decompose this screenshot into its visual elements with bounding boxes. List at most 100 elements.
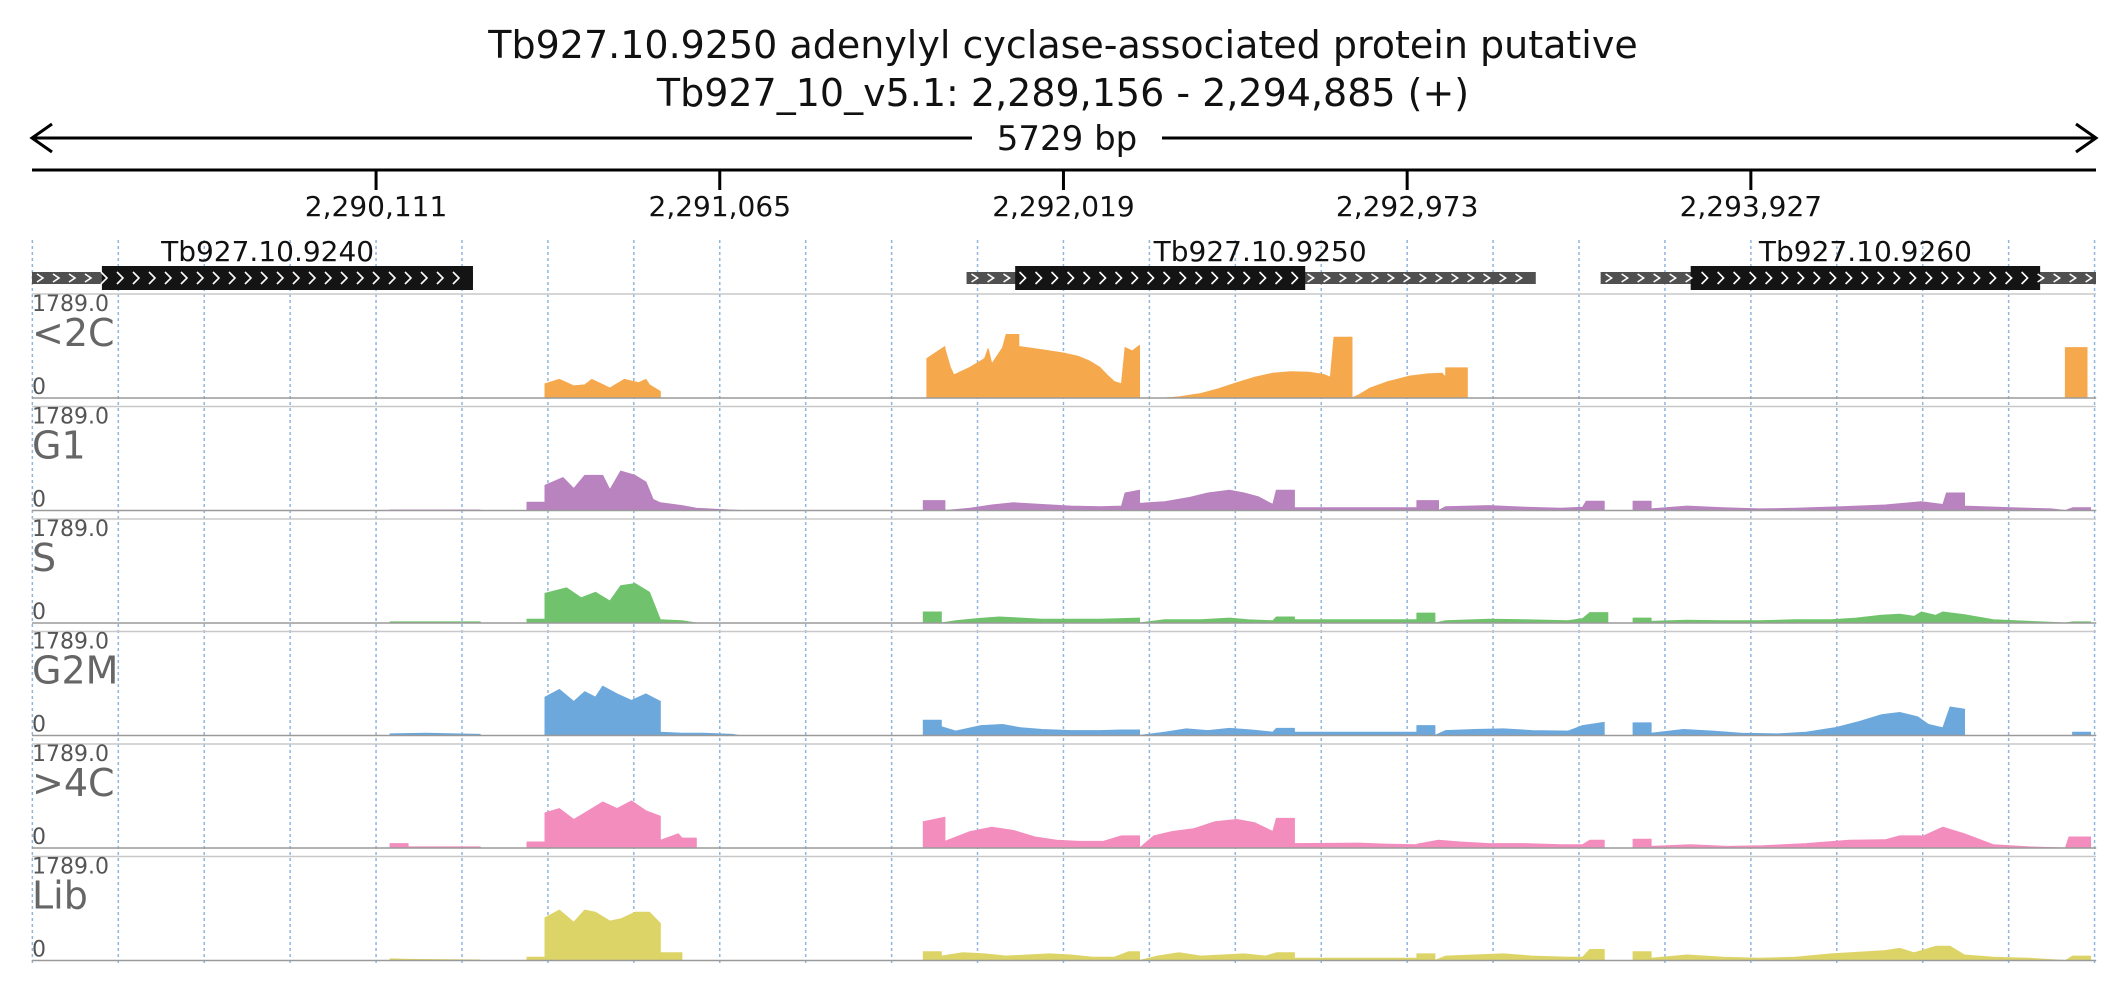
strand-arrow — [1419, 273, 1427, 283]
gene-feature: Tb927.10.9260 — [1600, 235, 2096, 290]
strand-arrow — [1003, 273, 1011, 283]
strand-arrow — [244, 271, 253, 285]
strand-arrow — [292, 271, 301, 285]
strand-arrow — [2005, 271, 2013, 285]
strand-arrow — [1941, 271, 1949, 285]
coverage-area — [389, 685, 2097, 736]
strand-arrow — [1066, 271, 1075, 285]
strand-arrow — [100, 271, 109, 285]
strand-arrow — [1355, 273, 1363, 283]
strand-arrow — [276, 271, 285, 285]
track-ymin-label: 0 — [32, 488, 46, 513]
strand-arrow — [1178, 271, 1187, 285]
strand-arrow — [1130, 271, 1139, 285]
strand-arrow — [1797, 271, 1805, 285]
gene-label: Tb927.10.9260 — [1758, 235, 1972, 268]
strand-arrow — [1323, 273, 1331, 283]
strand-arrow — [36, 273, 45, 283]
strand-arrow — [1685, 273, 1694, 283]
strand-arrow — [1845, 271, 1853, 285]
gene-cds — [101, 266, 473, 290]
strand-arrow — [420, 271, 429, 285]
strand-arrow — [116, 271, 125, 285]
strand-arrow — [1274, 271, 1283, 285]
strand-arrow — [340, 271, 349, 285]
strand-arrow — [2085, 273, 2094, 283]
strand-arrow — [388, 271, 397, 285]
strand-arrow — [1925, 271, 1933, 285]
coverage-track: 1789.0 0 S — [32, 517, 2097, 625]
track-name: <2C — [32, 311, 115, 355]
strand-arrow — [436, 271, 445, 285]
strand-arrow — [1242, 271, 1251, 285]
strand-arrow — [1018, 271, 1027, 285]
strand-arrow — [1435, 273, 1443, 283]
gene-cds — [1015, 266, 1306, 290]
strand-arrow — [2069, 273, 2078, 283]
strand-arrow — [1451, 273, 1459, 283]
coverage-tracks: 1789.00<2C1789.00G11789.00S1789.00G2M178… — [32, 292, 2097, 963]
strand-arrow — [971, 273, 979, 283]
gene-label: Tb927.10.9240 — [160, 235, 374, 268]
coverage-area — [389, 909, 2097, 961]
gene-feature: Tb927.10.9250 — [966, 235, 1536, 290]
strand-arrow — [1893, 271, 1901, 285]
strand-arrow — [356, 271, 365, 285]
strand-arrow — [452, 271, 461, 285]
axis-tick-label: 2,292,973 — [1336, 190, 1479, 223]
gene-label: Tb927.10.9250 — [1153, 235, 1367, 268]
strand-arrow — [1387, 273, 1395, 283]
strand-arrow — [1749, 271, 1757, 285]
track-name: Lib — [32, 874, 88, 918]
strand-arrow — [1146, 271, 1155, 285]
track-ymin-label: 0 — [32, 713, 46, 738]
strand-arrow — [164, 271, 173, 285]
strand-arrow — [324, 271, 333, 285]
span-arrow: 5729 bp — [29, 119, 2099, 159]
track-ymax-label: 1789.0 — [32, 405, 109, 430]
track-name: G1 — [32, 424, 86, 468]
coverage-area — [389, 800, 2097, 849]
strand-arrow — [84, 273, 93, 283]
gene-annotation-track: Tb927.10.9240 Tb927.10.9250 Tb927.10.9260 — [32, 235, 2096, 290]
track-ymin-label: 0 — [32, 600, 46, 625]
strand-arrow — [1050, 271, 1059, 285]
strand-arrow — [1701, 271, 1709, 285]
strand-arrow — [1717, 271, 1725, 285]
strand-arrow — [1499, 273, 1507, 283]
axis-tick-label: 2,290,111 — [305, 190, 448, 223]
strand-arrow — [2037, 273, 2046, 283]
strand-arrow — [1973, 271, 1981, 285]
strand-arrow — [132, 271, 141, 285]
coverage-track: 1789.0 0 G2M — [32, 630, 2097, 738]
strand-arrow — [372, 271, 381, 285]
gene-cds — [1690, 266, 2041, 290]
track-ymax-label: 1789.0 — [32, 517, 109, 542]
strand-arrow — [2021, 271, 2029, 285]
vertical-gridlines — [31, 240, 2096, 964]
coverage-track: 1789.0 0 <2C — [32, 292, 2097, 400]
strand-arrow — [1467, 273, 1475, 283]
strand-arrow — [1605, 273, 1614, 283]
coverage-area — [544, 334, 2097, 399]
strand-arrow — [987, 273, 995, 283]
span-label: 5729 bp — [997, 119, 1138, 159]
axis-tick-label: 2,293,927 — [1680, 190, 1823, 223]
strand-arrow — [1098, 271, 1107, 285]
strand-arrow — [1781, 271, 1789, 285]
track-name: >4C — [32, 761, 115, 805]
strand-arrow — [1877, 271, 1885, 285]
strand-arrow — [1829, 271, 1837, 285]
strand-arrow — [260, 271, 269, 285]
strand-arrow — [212, 271, 221, 285]
strand-arrow — [1637, 273, 1646, 283]
coverage-area — [389, 583, 2097, 624]
strand-arrow — [1339, 273, 1347, 283]
strand-arrow — [404, 271, 413, 285]
track-ymin-label: 0 — [32, 938, 46, 963]
strand-arrow — [1034, 271, 1043, 285]
strand-arrow — [196, 271, 205, 285]
coverage-track: 1789.0 0 G1 — [32, 405, 2097, 513]
strand-arrow — [1515, 273, 1523, 283]
